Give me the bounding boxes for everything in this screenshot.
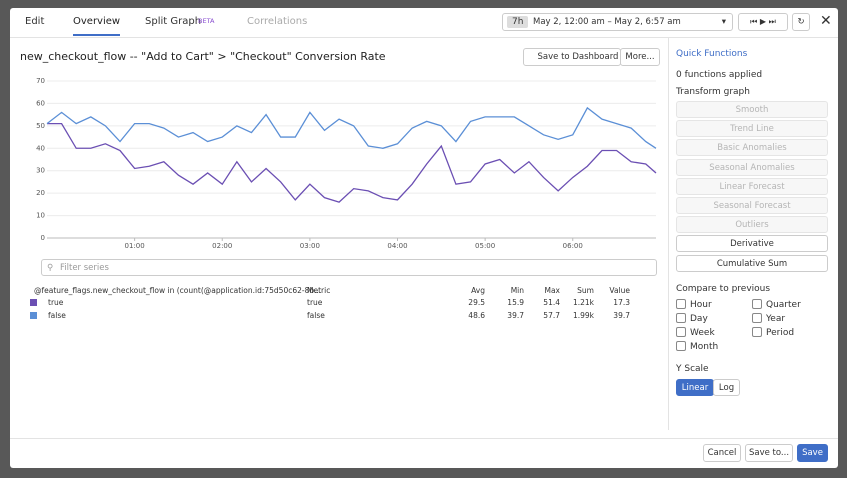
checkbox[interactable]: Year bbox=[752, 313, 785, 324]
column-header: Min bbox=[510, 286, 524, 295]
x-tick-label: 01:00 bbox=[125, 242, 145, 250]
x-tick-label: 06:00 bbox=[563, 242, 583, 250]
stat: 39.7 bbox=[613, 311, 630, 320]
column-header: Sum bbox=[577, 286, 594, 295]
stat: 39.7 bbox=[507, 311, 524, 320]
time-span: 7h bbox=[507, 16, 529, 28]
y-tick-label: 60 bbox=[36, 99, 45, 107]
transform: Transform graph bbox=[676, 87, 750, 97]
time-picker[interactable]: May 2, 12:00 am – May 2, 6:57 am ▾ bbox=[502, 13, 733, 31]
label: Save to Dashboard bbox=[537, 52, 619, 62]
series-name: false bbox=[48, 311, 66, 320]
stat: 1.99k bbox=[572, 311, 594, 320]
function-button: Smooth bbox=[676, 101, 828, 118]
checkbox[interactable]: Week bbox=[676, 327, 715, 338]
stat: 1.21k bbox=[572, 298, 594, 307]
more[interactable]: More... bbox=[620, 48, 660, 66]
swatch bbox=[30, 312, 37, 319]
column-header: Avg bbox=[471, 286, 485, 295]
save-dashboard[interactable]: Save to Dashboard bbox=[523, 48, 621, 66]
y-tick-label: 30 bbox=[36, 167, 45, 175]
playback[interactable]: ⏮ ▶ ⏭ bbox=[738, 13, 788, 31]
divider bbox=[10, 37, 838, 38]
divider bbox=[668, 38, 669, 430]
stat: 15.9 bbox=[507, 298, 524, 307]
stat: 57.7 bbox=[543, 311, 560, 320]
y-tick-label: 20 bbox=[36, 189, 45, 197]
function-button: Basic Anomalies bbox=[676, 139, 828, 157]
column-header: @feature_flags.new_checkout_flow in (cou… bbox=[34, 286, 322, 295]
checkbox[interactable]: Quarter bbox=[752, 299, 801, 310]
checkbox[interactable]: Period bbox=[752, 327, 794, 338]
x-tick-label: 02:00 bbox=[212, 242, 232, 250]
x-tick-label: 03:00 bbox=[300, 242, 320, 250]
checkbox[interactable]: Day bbox=[676, 313, 708, 324]
function-button: Trend Line bbox=[676, 120, 828, 138]
log[interactable]: Log bbox=[713, 379, 740, 396]
function-button: Outliers bbox=[676, 216, 828, 234]
checkbox-label: Quarter bbox=[766, 300, 801, 310]
checkbox-label: Period bbox=[766, 328, 795, 338]
y-tick-label: 10 bbox=[36, 212, 45, 220]
metric: false bbox=[307, 311, 325, 320]
tab[interactable]: Overview bbox=[73, 16, 121, 36]
function-button[interactable]: Cumulative Sum bbox=[676, 254, 828, 272]
function-button: Seasonal Anomalies bbox=[676, 158, 828, 176]
stat: 17.3 bbox=[613, 298, 630, 307]
y-tick-label: 70 bbox=[36, 77, 45, 85]
divider bbox=[10, 438, 838, 439]
chart: 0 10 20 30 40 50 60 70 01:00 02:00 03:00 04:00 05:00… bbox=[36, 77, 657, 250]
checkbox-label: Year bbox=[766, 314, 786, 324]
column-header: Value bbox=[609, 286, 630, 295]
checkbox-label: Week bbox=[690, 328, 715, 338]
line bbox=[46, 106, 657, 149]
y-tick-label: 40 bbox=[36, 144, 45, 152]
tab[interactable]: Edit bbox=[25, 16, 45, 27]
modal: Edit Overview Split Graph BETA Correlati… bbox=[10, 8, 838, 468]
column-header: Max bbox=[544, 286, 560, 295]
checkbox-label: Hour bbox=[690, 300, 712, 310]
column-header: Metric bbox=[307, 286, 331, 295]
metric: true bbox=[307, 298, 323, 307]
tab: Correlations bbox=[247, 16, 308, 27]
y-tick-label: 0 bbox=[41, 234, 45, 242]
checkbox-label: Month bbox=[690, 342, 719, 352]
yscale: Y Scale bbox=[676, 364, 709, 374]
save[interactable]: Save bbox=[797, 444, 828, 462]
close[interactable]: ✕ bbox=[820, 13, 832, 29]
checkbox[interactable]: Hour bbox=[676, 299, 712, 310]
line bbox=[47, 122, 657, 203]
chart-title: new_checkout_flow -- "Add to Cart" > "Ch… bbox=[20, 50, 386, 63]
filter[interactable]: Filter series ⚲ bbox=[41, 259, 657, 276]
series-name: true bbox=[48, 298, 64, 307]
quick-functions[interactable]: Quick Functions bbox=[676, 49, 748, 59]
checkbox[interactable]: Month bbox=[676, 341, 718, 352]
tab[interactable]: Split Graph bbox=[145, 16, 202, 27]
cancel[interactable]: Cancel bbox=[703, 444, 741, 462]
compare: Compare to previous bbox=[676, 284, 771, 294]
x-tick-label: 05:00 bbox=[475, 242, 495, 250]
x-tick-label: 04:00 bbox=[387, 242, 407, 250]
applied: 0 functions applied bbox=[676, 70, 763, 80]
stat: 51.4 bbox=[543, 298, 560, 307]
y-tick-label: 50 bbox=[36, 122, 45, 130]
save-to[interactable]: Save to... bbox=[745, 444, 793, 462]
refresh[interactable]: ↻ bbox=[792, 13, 810, 31]
function-button: Linear Forecast bbox=[676, 177, 828, 195]
stat: 29.5 bbox=[468, 298, 485, 307]
swatch bbox=[30, 299, 37, 306]
function-button: Seasonal Forecast bbox=[676, 197, 828, 214]
function-button[interactable]: Derivative bbox=[676, 235, 828, 253]
badge: BETA bbox=[198, 17, 215, 25]
stat: 48.6 bbox=[468, 311, 485, 320]
time-range: May 2, 12:00 am – May 2, 6:57 am bbox=[533, 17, 681, 27]
checkbox-label: Day bbox=[690, 314, 708, 324]
linear[interactable]: Linear bbox=[676, 379, 714, 396]
placeholder: Filter series bbox=[60, 263, 109, 273]
